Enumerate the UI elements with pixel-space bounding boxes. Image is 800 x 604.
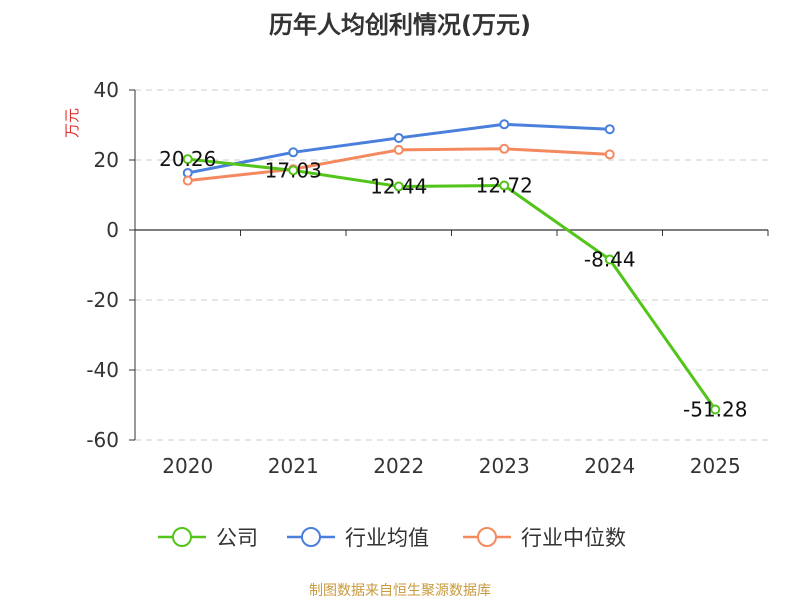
legend-label: 行业中位数 — [521, 526, 626, 550]
data-point — [393, 144, 404, 155]
data-point — [604, 124, 615, 135]
y-axis-label: 万元 — [63, 108, 81, 138]
grid — [135, 89, 768, 441]
x-tick-label: 2025 — [690, 454, 741, 478]
data-labels: 20.26 17.03 12.44 12.72 -8.44 -51.28 — [159, 147, 747, 421]
data-point — [604, 254, 615, 265]
legend-item[interactable]: 行业均值 — [287, 526, 429, 550]
data-point — [499, 180, 510, 191]
legend-item[interactable]: 公司 — [158, 526, 258, 550]
data-label: 20.26 — [159, 147, 216, 171]
data-label: 12.72 — [476, 173, 533, 197]
axes: 40 20 0 -20 -40 -60 2020 2021 2022 2023 2024 2025 — [86, 78, 769, 478]
data-label: -51.28 — [683, 397, 747, 421]
y-tick-label: 40 — [94, 78, 119, 102]
y-tick-label: -20 — [86, 288, 119, 312]
data-point — [499, 119, 510, 130]
data-point — [710, 404, 721, 415]
x-tick-label: 2022 — [373, 454, 424, 478]
data-point — [499, 143, 510, 154]
legend-label: 行业均值 — [345, 526, 429, 550]
legend[interactable]: 公司 行业均值 行业中位数 — [158, 526, 626, 550]
data-point — [182, 154, 193, 165]
legend-swatch-marker — [301, 527, 321, 547]
data-point — [604, 149, 615, 160]
data-label: -8.44 — [584, 248, 636, 272]
x-tick-label: 2021 — [268, 454, 319, 478]
x-tick-label: 2023 — [479, 454, 530, 478]
legend-swatch-marker — [477, 527, 497, 547]
data-point — [288, 165, 299, 176]
x-tick-label: 2020 — [162, 454, 213, 478]
series-line — [187, 157, 717, 411]
y-tick-label: -60 — [86, 428, 119, 452]
data-point — [288, 147, 299, 158]
y-tick-label: 20 — [94, 148, 119, 172]
source-note: 制图数据来自恒生聚源数据库 — [309, 583, 491, 599]
legend-label: 公司 — [216, 526, 258, 550]
data-point — [393, 181, 404, 192]
chart-title: 历年人均创利情况(万元) — [269, 11, 531, 39]
series-lines — [182, 119, 721, 415]
data-label: 17.03 — [265, 158, 322, 182]
legend-item[interactable]: 行业中位数 — [463, 526, 626, 550]
y-tick-label: -40 — [86, 358, 119, 382]
data-point — [182, 175, 193, 186]
legend-swatch-marker — [172, 527, 192, 547]
data-point — [393, 132, 404, 143]
x-tick-label: 2024 — [584, 454, 635, 478]
data-label: 12.44 — [370, 174, 427, 198]
y-tick-label: 0 — [106, 218, 119, 242]
